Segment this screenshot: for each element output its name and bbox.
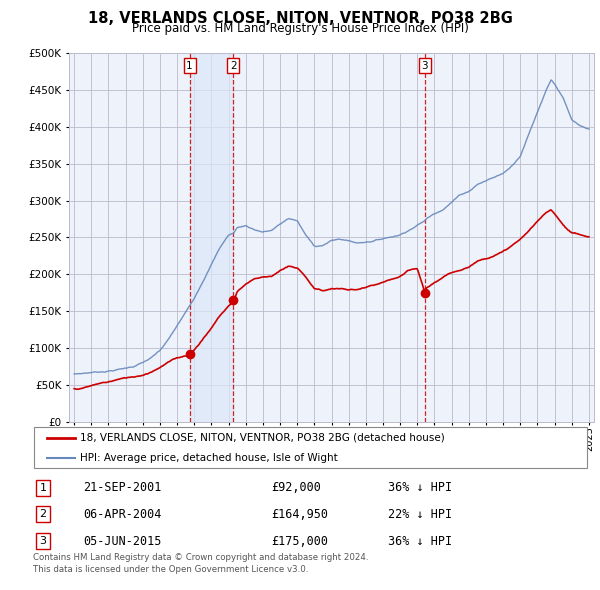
Text: 1: 1 xyxy=(187,61,193,71)
Text: 1: 1 xyxy=(40,483,46,493)
Text: Contains HM Land Registry data © Crown copyright and database right 2024.
This d: Contains HM Land Registry data © Crown c… xyxy=(33,553,368,574)
Text: 3: 3 xyxy=(40,536,46,546)
Text: 22% ↓ HPI: 22% ↓ HPI xyxy=(388,508,452,521)
Text: £175,000: £175,000 xyxy=(272,535,329,548)
Text: £164,950: £164,950 xyxy=(272,508,329,521)
Text: 2: 2 xyxy=(230,61,236,71)
Text: Price paid vs. HM Land Registry's House Price Index (HPI): Price paid vs. HM Land Registry's House … xyxy=(131,22,469,35)
Text: 36% ↓ HPI: 36% ↓ HPI xyxy=(388,535,452,548)
FancyBboxPatch shape xyxy=(34,427,587,468)
Text: 21-SEP-2001: 21-SEP-2001 xyxy=(83,481,161,494)
Text: 18, VERLANDS CLOSE, NITON, VENTNOR, PO38 2BG: 18, VERLANDS CLOSE, NITON, VENTNOR, PO38… xyxy=(88,11,512,25)
Text: 05-JUN-2015: 05-JUN-2015 xyxy=(83,535,161,548)
Text: 36% ↓ HPI: 36% ↓ HPI xyxy=(388,481,452,494)
Text: HPI: Average price, detached house, Isle of Wight: HPI: Average price, detached house, Isle… xyxy=(80,453,338,463)
Text: 2: 2 xyxy=(40,509,47,519)
Text: £92,000: £92,000 xyxy=(272,481,322,494)
Bar xyxy=(190,53,233,422)
Text: 06-APR-2004: 06-APR-2004 xyxy=(83,508,161,521)
Text: 3: 3 xyxy=(421,61,428,71)
Text: 18, VERLANDS CLOSE, NITON, VENTNOR, PO38 2BG (detached house): 18, VERLANDS CLOSE, NITON, VENTNOR, PO38… xyxy=(80,432,445,442)
